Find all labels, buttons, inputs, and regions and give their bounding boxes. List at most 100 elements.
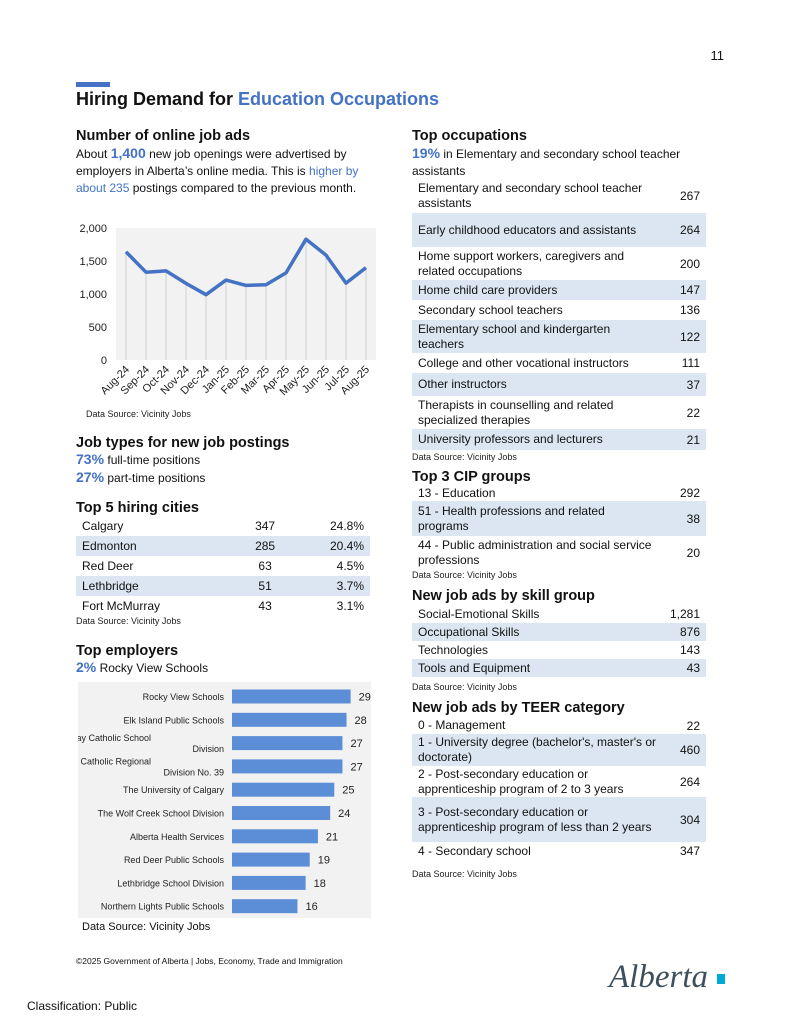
employer-label: The University of Calgary <box>123 785 225 795</box>
skill-name: Social-Emotional Skills <box>418 606 540 621</box>
employer-value-label: 19 <box>318 855 330 867</box>
occupation-name: Elementary and secondary school teacher … <box>418 180 643 210</box>
alberta-logo: Alberta <box>607 959 725 995</box>
skill-value: 43 <box>663 659 706 677</box>
skill-name: Technologies <box>418 642 489 657</box>
employer-label: Alberta Health Services <box>130 832 225 842</box>
teer-name: 0 - Management <box>418 718 506 732</box>
city-count: 285 <box>238 536 293 556</box>
cities-source: Data Source: Vicinity Jobs <box>76 616 181 626</box>
teer-table: 0 - Management 22 1 - University degree (b… <box>412 717 706 860</box>
chart-source: Data Source: Vicinity Jobs <box>86 409 191 419</box>
occupation-value: 264 <box>664 213 706 247</box>
skills-source: Data Source: Vicinity Jobs <box>412 682 517 692</box>
cip-value: 20 <box>686 545 700 560</box>
occupation-name: Home child care providers <box>412 280 664 300</box>
employer-bar <box>232 689 351 704</box>
city-name: Lethbridge <box>76 576 238 596</box>
top-employer-line: 2% Rocky View Schools <box>76 659 208 677</box>
teer-row: 4 - Secondary school 347 <box>412 842 706 860</box>
y-tick-label: 500 <box>89 322 107 334</box>
city-count: 43 <box>258 599 272 613</box>
teer-source: Data Source: Vicinity Jobs <box>412 869 517 879</box>
occupation-name: Other instructors <box>412 373 664 396</box>
y-tick-label: 1,000 <box>79 289 107 301</box>
occupation-name: Therapists in counselling and related sp… <box>418 397 614 427</box>
teer-value: 347 <box>679 844 700 858</box>
full-time-label: full-time positions <box>107 453 201 467</box>
teer-value: 304 <box>664 797 706 842</box>
employer-bar <box>232 782 335 797</box>
occupation-value: 122 <box>664 320 706 353</box>
cip-row: 51 - Health professions and related prog… <box>412 501 706 536</box>
skills-table: Social-Emotional Skills 1,281 Occupational… <box>412 605 706 677</box>
employer-label: Red Deer Public Schools <box>124 855 225 865</box>
occupation-row: Home child care providers 147 <box>412 280 706 300</box>
occupation-row: Therapists in counselling and related sp… <box>412 396 706 429</box>
skills-heading: New job ads by skill group <box>412 588 595 604</box>
cip-name: 13 - Education <box>418 485 496 500</box>
skill-row: Social-Emotional Skills 1,281 <box>412 605 706 623</box>
occupation-value: 21 <box>664 429 706 450</box>
city-pct: 3.7% <box>292 576 370 596</box>
skill-name: Tools and Equipment <box>412 659 664 677</box>
occupation-value: 147 <box>664 280 706 300</box>
online-ads-heading: Number of online job ads <box>76 128 251 144</box>
occupation-name: Early childhood educators and assistants <box>412 213 664 247</box>
cip-table: 13 - Education 292 51 - Health professions… <box>412 485 706 569</box>
occupation-row: Home support workers, caregivers and rel… <box>412 247 706 280</box>
teer-row: 0 - Management 22 <box>412 717 706 734</box>
teer-name: 3 - Post-secondary education or apprenti… <box>412 797 664 842</box>
cip-row: 44 - Public administration and social se… <box>412 536 706 569</box>
page-title-prefix: Hiring Demand for <box>76 89 239 109</box>
classification-label: Classification: Public <box>27 999 138 1013</box>
employer-label: Elk Island Public Schools <box>123 715 224 725</box>
city-name: Red Deer <box>82 558 134 573</box>
y-tick-label: 1,500 <box>79 256 107 268</box>
city-name: Edmonton <box>76 536 238 556</box>
employer-bar <box>232 899 298 914</box>
page-title-highlight: Education Occupations <box>238 89 440 109</box>
teer-value: 264 <box>679 774 700 789</box>
cip-name: 51 - Health professions and related prog… <box>412 501 664 536</box>
occupation-row: Other instructors 37 <box>412 373 706 396</box>
teer-row: 1 - University degree (bachelor's, maste… <box>412 734 706 766</box>
skill-row: Technologies 143 <box>412 641 706 659</box>
occupation-name: Elementary school and kindergarten teach… <box>412 320 664 353</box>
teer-value: 460 <box>664 734 706 766</box>
employer-value-label: 24 <box>338 808 350 820</box>
employer-value-label: 27 <box>350 738 362 750</box>
top-employer-name: Rocky View Schools <box>99 661 209 675</box>
teer-value: 22 <box>686 718 700 733</box>
page-title: Hiring Demand for Education Occupations <box>76 89 439 110</box>
employer-value-label: 29 <box>359 692 371 704</box>
employer-label-line2: Division <box>192 744 224 754</box>
occupations-heading: Top occupations <box>412 128 527 144</box>
city-row: Red Deer 63 4.5% <box>76 556 370 576</box>
title-accent-bar <box>76 82 110 87</box>
city-pct: 24.8% <box>329 519 364 533</box>
city-row: Fort McMurray 43 3.1% <box>76 596 370 616</box>
employer-value-label: 28 <box>355 715 367 727</box>
occupation-row: Elementary and secondary school teacher … <box>412 178 706 213</box>
cip-heading: Top 3 CIP groups <box>412 469 531 485</box>
employer-label: The Wolf Creek School Division <box>98 809 224 819</box>
occupations-pct-text: in Elementary and secondary school teach… <box>440 147 681 161</box>
employer-bar <box>232 852 310 867</box>
occupation-value: 111 <box>681 356 700 370</box>
city-count: 51 <box>238 576 293 596</box>
online-ads-summary: About 1,400 new job openings were advert… <box>76 145 376 197</box>
cip-name: 44 - Public administration and social se… <box>418 537 652 567</box>
employer-bar <box>232 759 343 774</box>
employer-label: Red Deer Catholic Regional <box>78 756 151 766</box>
employer-value-label: 21 <box>326 831 338 843</box>
occupations-source: Data Source: Vicinity Jobs <box>412 452 517 462</box>
skill-row: Tools and Equipment 43 <box>412 659 706 677</box>
summary-line1: new job openings were advertised by <box>145 147 347 161</box>
city-name: Fort McMurray <box>82 598 160 613</box>
teer-row: 3 - Post-secondary education or apprenti… <box>412 797 706 842</box>
skill-value: 143 <box>679 643 700 657</box>
city-pct: 20.4% <box>292 536 370 556</box>
occupation-row: Elementary school and kindergarten teach… <box>412 320 706 353</box>
change-a: higher by <box>309 164 359 178</box>
